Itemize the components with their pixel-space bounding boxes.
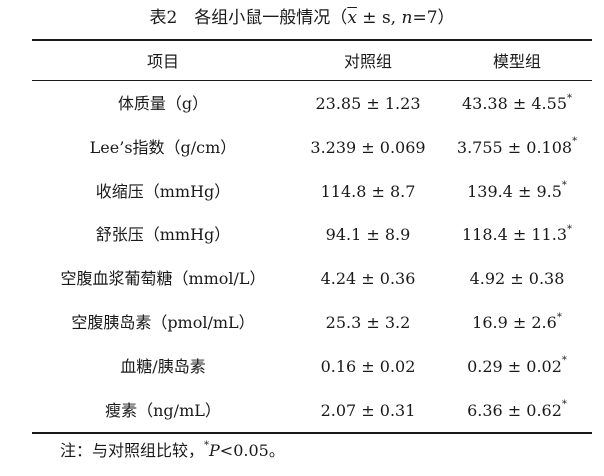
control-value-cell: 114.8 ± 8.7 xyxy=(320,181,416,201)
table-row: 收缩压（mmHg） 114.8 ± 8.7 139.4 ± 9.5* xyxy=(32,170,592,214)
significance-star: * xyxy=(567,224,572,236)
control-value-cell: 25.3 ± 3.2 xyxy=(325,313,411,332)
control-value-cell: 2.07 ± 0.31 xyxy=(320,400,416,420)
header-rule xyxy=(32,80,592,81)
table-header-row: 项目 对照组 模型组 xyxy=(32,40,592,84)
table-note: 注：与对照组比较，*P<0.05。 xyxy=(60,438,285,464)
header-model: 模型组 xyxy=(492,52,541,71)
note-prefix: 注：与对照组比较， xyxy=(60,441,205,460)
model-value: 3.755 ± 0.108 xyxy=(456,137,573,157)
item-cell: Lee’s指数（g/cm） xyxy=(89,137,237,157)
item-cell: 收缩压（mmHg） xyxy=(95,181,231,201)
bottom-rule xyxy=(32,432,592,434)
significance-star: * xyxy=(561,355,567,367)
table-row: Lee’s指数（g/cm） 3.239 ± 0.069 3.755 ± 0.108* xyxy=(32,126,592,170)
significance-star: * xyxy=(561,180,567,192)
header-control: 对照组 xyxy=(343,52,392,71)
item-cell: 空腹血浆葡萄糖（mmol/L） xyxy=(60,269,266,289)
model-value: 43.38 ± 4.55 xyxy=(461,94,567,113)
table-row: 瘦素（ng/mL） 2.07 ± 0.31 6.36 ± 0.62* xyxy=(32,389,592,433)
model-value-cell: 0.29 ± 0.02* xyxy=(442,345,592,389)
caption-suffix: ） xyxy=(437,8,455,28)
model-value: 4.92 ± 0.38 xyxy=(469,269,565,289)
item-cell: 血糖/胰岛素 xyxy=(120,356,206,376)
table-caption: 表2 各组小鼠一般情况（x ± s, n=7） xyxy=(0,6,604,30)
header-item: 项目 xyxy=(146,52,179,71)
top-rule xyxy=(32,39,592,41)
table-row: 舒张压（mmHg） 94.1 ± 8.9 118.4 ± 11.3* xyxy=(32,213,592,257)
model-value: 6.36 ± 0.62 xyxy=(467,400,562,420)
caption-sd-symbol: ± s, xyxy=(356,8,402,28)
table-row: 空腹血浆葡萄糖（mmol/L） 4.24 ± 0.36 4.92 ± 0.38 xyxy=(32,257,592,301)
model-value-cell: 4.92 ± 0.38 xyxy=(442,257,592,301)
item-cell: 空腹胰岛素（pmol/mL） xyxy=(71,313,255,332)
control-value-cell: 3.239 ± 0.069 xyxy=(310,137,426,157)
control-value-cell: 23.85 ± 1.23 xyxy=(315,94,421,113)
note-p-rest: <0.05。 xyxy=(219,441,285,460)
model-value: 139.4 ± 9.5 xyxy=(467,181,562,201)
caption-n-label: n xyxy=(401,8,413,28)
control-value-cell: 0.16 ± 0.02 xyxy=(320,356,416,376)
control-value-cell: 94.1 ± 8.9 xyxy=(325,225,411,245)
caption-n-value: =7 xyxy=(412,8,438,28)
model-value-cell: 139.4 ± 9.5* xyxy=(442,170,592,214)
caption-mean-symbol: x xyxy=(347,8,357,28)
table-row: 空腹胰岛素（pmol/mL） 25.3 ± 3.2 16.9 ± 2.6* xyxy=(32,301,592,345)
significance-star: * xyxy=(572,136,578,148)
model-value-cell: 3.755 ± 0.108* xyxy=(442,126,592,170)
significance-star: * xyxy=(556,311,562,323)
model-value: 118.4 ± 11.3 xyxy=(461,225,567,245)
note-p-label: P xyxy=(209,441,220,460)
item-cell: 体质量（g） xyxy=(117,94,209,113)
table-row: 体质量（g） 23.85 ± 1.23 43.38 ± 4.55* xyxy=(32,82,592,126)
item-cell: 瘦素（ng/mL） xyxy=(105,400,221,420)
table-row: 血糖/胰岛素 0.16 ± 0.02 0.29 ± 0.02* xyxy=(32,345,592,389)
model-value: 0.29 ± 0.02 xyxy=(467,356,562,376)
note-star: * xyxy=(204,439,210,451)
significance-star: * xyxy=(561,399,567,411)
control-value-cell: 4.24 ± 0.36 xyxy=(320,269,416,289)
significance-star: * xyxy=(567,92,572,104)
model-value: 16.9 ± 2.6 xyxy=(472,313,557,332)
caption-prefix: 表2 各组小鼠一般情况（ xyxy=(149,8,348,28)
model-value-cell: 6.36 ± 0.62* xyxy=(442,389,592,433)
model-value-cell: 16.9 ± 2.6* xyxy=(442,301,592,345)
model-value-cell: 43.38 ± 4.55* xyxy=(442,82,592,126)
model-value-cell: 118.4 ± 11.3* xyxy=(442,213,592,257)
item-cell: 舒张压（mmHg） xyxy=(95,225,231,245)
